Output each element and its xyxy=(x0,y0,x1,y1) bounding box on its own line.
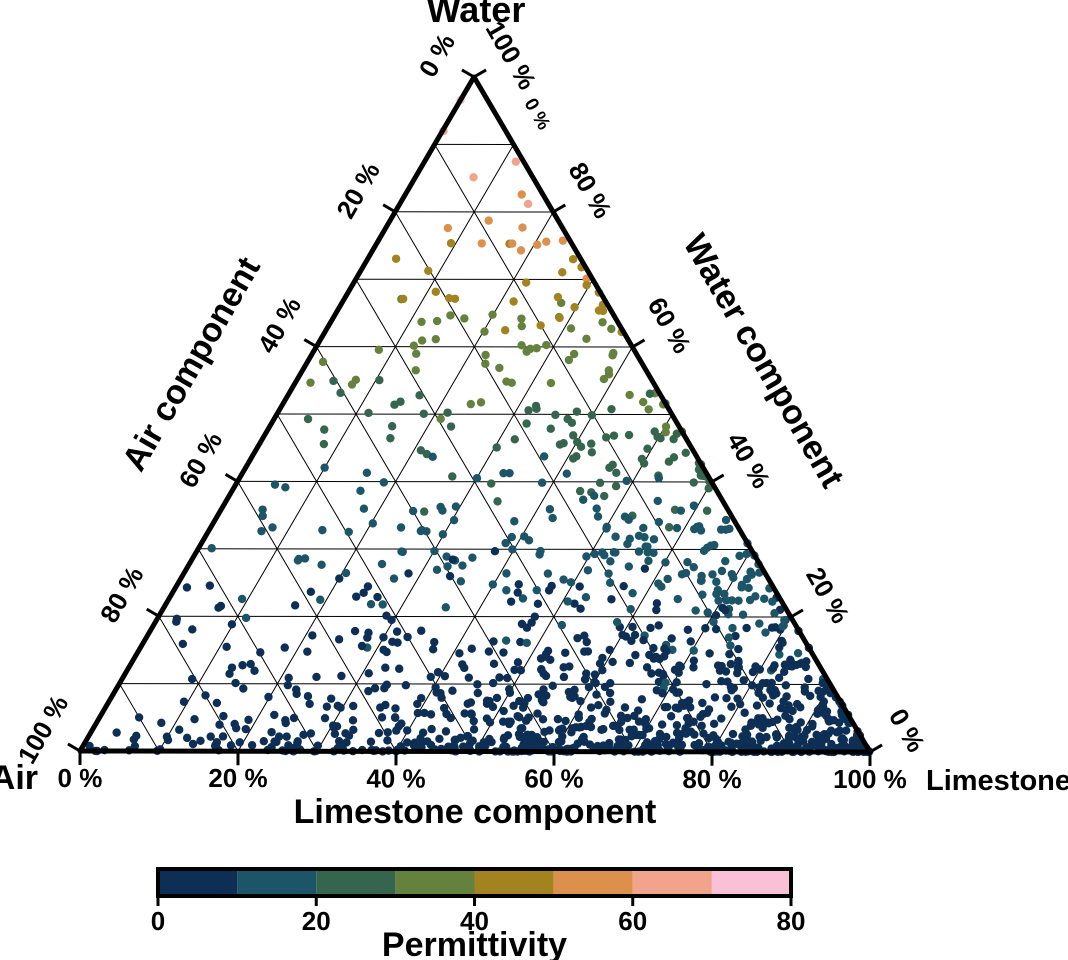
svg-text:Air: Air xyxy=(0,759,38,797)
svg-text:0: 0 xyxy=(151,906,165,936)
svg-text:Water: Water xyxy=(427,0,526,30)
svg-text:20: 20 xyxy=(302,906,331,936)
svg-text:Limestone component: Limestone component xyxy=(294,793,657,831)
svg-text:80: 80 xyxy=(777,906,806,936)
svg-text:40 %: 40 % xyxy=(366,763,425,793)
svg-text:100 %: 100 % xyxy=(833,764,907,794)
svg-text:0 %: 0 % xyxy=(58,763,103,793)
svg-text:60 %: 60 % xyxy=(524,764,583,794)
svg-text:60: 60 xyxy=(618,906,647,936)
svg-text:Limestone: Limestone xyxy=(926,765,1068,797)
svg-text:Permittivity: Permittivity xyxy=(382,926,567,960)
svg-text:20 %: 20 % xyxy=(208,763,267,793)
svg-text:80 %: 80 % xyxy=(682,764,741,794)
